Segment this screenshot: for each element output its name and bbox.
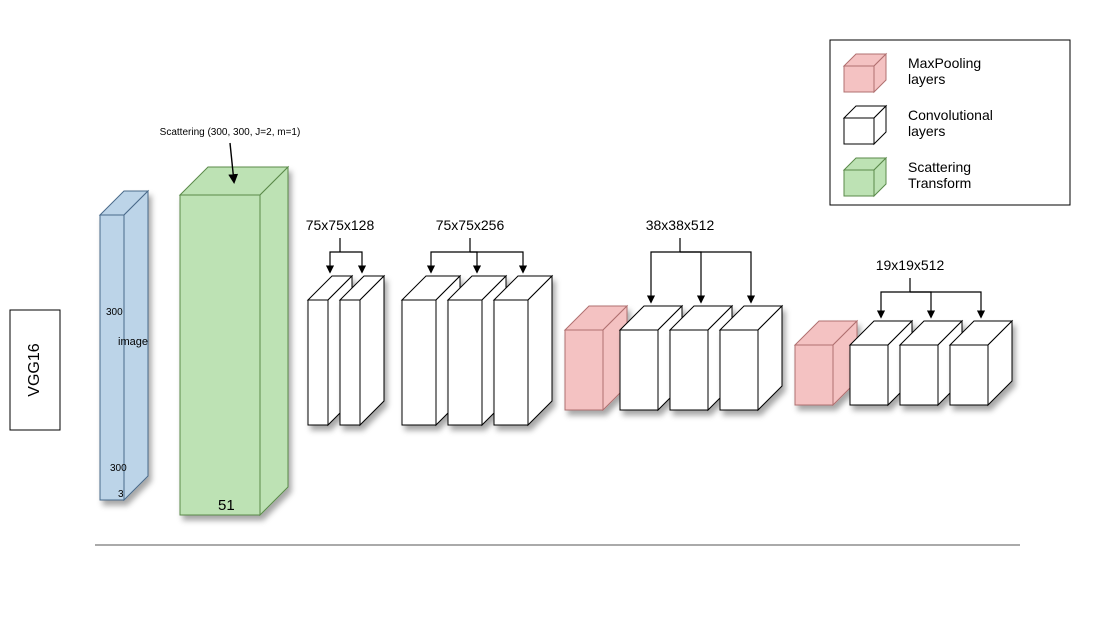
group-arrow xyxy=(680,252,751,302)
legend-label: layers xyxy=(908,123,945,139)
legend-label: MaxPooling xyxy=(908,55,981,71)
legend-label: Convolutional xyxy=(908,107,993,123)
group-arrow xyxy=(470,252,477,272)
scattering-label: Scattering (300, 300, J=2, m=1) xyxy=(160,127,301,138)
legend-label: layers xyxy=(908,71,945,87)
legend-swatch xyxy=(844,106,886,144)
architecture-diagram: VGG16 300 image 300 3 51 Scattering (300, 300,… xyxy=(0,0,1100,619)
layer-annot: 51 xyxy=(218,497,235,514)
group-arrow xyxy=(910,292,931,317)
group-arrow xyxy=(470,252,523,272)
legend-swatch xyxy=(844,158,886,196)
group-arrow xyxy=(881,292,910,317)
legend: MaxPoolinglayersConvolutionallayersScatt… xyxy=(830,40,1070,205)
layer-annot: 300 xyxy=(106,307,123,318)
layer-c1b xyxy=(340,276,384,425)
group-arrow xyxy=(330,252,340,272)
group-label-g1: 75x75x128 xyxy=(306,217,375,233)
layer-scatter: 51 xyxy=(180,167,288,515)
group-arrow xyxy=(910,292,981,317)
group-arrow xyxy=(651,252,680,302)
layer-annot: 300 xyxy=(110,463,127,474)
layer-c3c xyxy=(720,306,782,410)
group-label-g2: 75x75x256 xyxy=(436,217,505,233)
layer-c2c xyxy=(494,276,552,425)
layer-p2 xyxy=(795,321,857,405)
legend-label: Transform xyxy=(908,175,971,191)
group-arrow xyxy=(680,252,701,302)
group-arrow xyxy=(340,252,362,272)
layer-input: 300 image 300 3 xyxy=(100,191,148,500)
group-label-g3: 38x38x512 xyxy=(646,217,715,233)
vgg16-box: VGG16 xyxy=(10,310,60,430)
vgg16-label: VGG16 xyxy=(26,343,43,396)
legend-swatch xyxy=(844,54,886,92)
group-arrow xyxy=(431,252,470,272)
layer-annot: 3 xyxy=(118,489,124,500)
layer-p1 xyxy=(565,306,627,410)
legend-label: Scattering xyxy=(908,159,971,175)
group-label-g4: 19x19x512 xyxy=(876,257,945,273)
layer-annot: image xyxy=(118,336,148,348)
